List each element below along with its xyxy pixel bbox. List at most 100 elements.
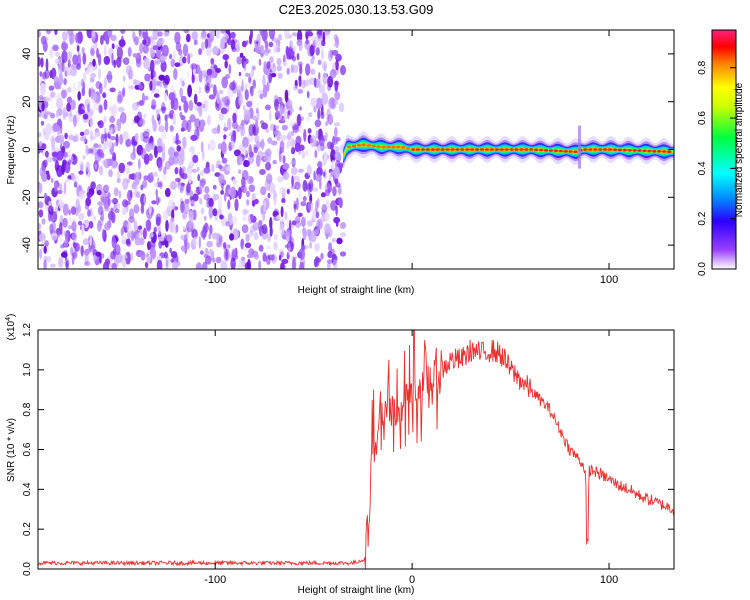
- spectrogram-noise-cell: [93, 41, 98, 50]
- spectrogram-noise-cell: [142, 179, 148, 189]
- spectrogram-noise-cell: [152, 45, 159, 51]
- spectrogram-noise-cell: [196, 102, 202, 107]
- spectrogram-noise-cell: [307, 200, 314, 212]
- snr-series-line: [38, 330, 674, 569]
- spectrogram-noise-cell: [109, 87, 116, 93]
- spectrogram-noise-cell: [246, 190, 250, 198]
- spectrogram-noise-cell: [66, 102, 71, 112]
- spectrogram-noise-cell: [248, 231, 254, 238]
- spectrogram-y-label: Frequency (Hz): [6, 116, 17, 185]
- spectrogram-noise-cell: [294, 215, 301, 224]
- spectrogram-noise-cell: [199, 171, 204, 176]
- spectrogram-noise-cell: [198, 48, 203, 56]
- snr-y-tick-label: 0.2: [22, 522, 33, 536]
- spectrogram-peak-cell: [573, 150, 578, 154]
- spectrogram-noise-cell: [324, 144, 328, 149]
- spectrogram-noise-cell: [48, 205, 54, 215]
- spectrogram-noise-cell: [211, 127, 219, 135]
- spectrogram-noise-cell: [239, 122, 245, 131]
- spectrogram-noise-cell: [152, 70, 156, 78]
- spectrogram-noise-cell: [103, 99, 108, 111]
- spectrogram-noise-cell: [176, 145, 181, 152]
- spectrogram-noise-cell: [274, 98, 279, 111]
- spectrogram-noise-cell: [121, 226, 125, 235]
- spectrogram-noise-cell: [170, 97, 175, 110]
- spectrogram-noise-cell: [100, 133, 105, 145]
- spectrogram-noise-cell: [79, 131, 85, 136]
- spectrogram-noise-cell: [148, 204, 152, 215]
- spectrogram-noise-cell: [320, 111, 325, 120]
- spectrogram-noise-cell: [63, 141, 70, 149]
- spectrogram-noise-cell: [169, 124, 174, 132]
- spectrogram-noise-cell: [255, 154, 261, 167]
- spectrogram-noise-cell: [265, 161, 272, 171]
- spectrogram-noise-cell: [279, 186, 286, 195]
- spectrogram-peak-cell: [568, 150, 573, 153]
- spectrogram-noise-cell: [127, 230, 132, 240]
- spectrogram-noise-cell: [64, 178, 71, 183]
- spectrogram-noise-cell: [59, 123, 63, 135]
- spectrogram-noise-cell: [58, 183, 63, 192]
- spectrogram-noise-cell: [332, 186, 337, 197]
- spectrogram-noise-cell: [96, 47, 99, 59]
- spectrogram-noise-cell: [140, 204, 145, 214]
- spectrogram-noise-cell: [204, 186, 210, 194]
- spectrogram-noise-cell: [66, 51, 73, 60]
- spectrogram-peak-cell: [538, 148, 544, 152]
- spectrogram-noise-cell: [272, 62, 276, 68]
- spectrogram-noise-cell: [179, 167, 185, 179]
- spectrogram-noise-cell: [263, 200, 266, 213]
- spectrogram-noise-cell: [44, 150, 49, 158]
- spectrogram-noise-cell: [273, 193, 277, 206]
- spectrogram-noise-cell: [292, 124, 300, 134]
- spectrogram-noise-cell: [267, 137, 273, 144]
- spectrogram-noise-cell: [239, 93, 243, 100]
- spectrogram-noise-cell: [97, 53, 102, 66]
- spectrogram-noise-cell: [200, 34, 207, 40]
- spectrogram-noise-cell: [334, 100, 339, 105]
- spectrogram-noise-cell: [236, 56, 243, 65]
- spectrogram-noise-cell: [294, 142, 301, 153]
- spectrogram-noise-cell: [97, 201, 105, 206]
- spectrogram-noise-cell: [286, 133, 294, 142]
- spectrogram-noise-cell: [116, 170, 121, 179]
- spectrogram-noise-cell: [249, 151, 254, 158]
- spectrogram-noise-cell: [314, 35, 319, 47]
- spectrogram-noise-cell: [300, 116, 304, 121]
- spectrogram-noise-cell: [199, 178, 206, 186]
- spectrogram-noise-cell: [157, 236, 165, 242]
- spectrogram-noise-cell: [309, 241, 312, 249]
- spectrogram-noise-cell: [326, 113, 330, 123]
- spectrogram-noise-cell: [191, 31, 198, 41]
- spectrogram-noise-cell: [315, 211, 320, 219]
- spectrogram-noise-cell: [173, 112, 176, 124]
- spectrogram-noise-cell: [119, 134, 124, 145]
- spectrogram-noise-cell: [315, 129, 319, 139]
- spectrogram-noise-cell: [340, 143, 344, 154]
- spectrogram-noise-cell: [299, 261, 305, 269]
- spectrogram-noise-cell: [198, 86, 201, 95]
- spectrogram-noise-cell: [161, 130, 166, 140]
- spectrogram-noise-cell: [73, 114, 77, 128]
- spectrogram-noise-cell: [76, 45, 80, 52]
- spectrogram-noise-cell: [77, 91, 81, 101]
- spectrogram-noise-cell: [121, 207, 127, 216]
- spectrogram-noise-cell: [234, 198, 239, 212]
- snr-x-ticks: -100 0 100: [204, 330, 618, 586]
- spectrogram-peak-cell: [607, 148, 613, 151]
- spectrogram-noise-cell: [213, 194, 216, 201]
- spectrogram-noise-cell: [253, 198, 259, 205]
- spectrogram-noise-cell: [329, 97, 336, 108]
- spectrogram-noise-cell: [159, 78, 163, 88]
- spectrogram-noise-cell: [163, 166, 167, 175]
- spectrogram-y-ticks: -40 -20 0 20 40: [21, 48, 674, 253]
- spectrogram-noise-cell: [302, 195, 307, 202]
- spectrogram-noise-cell: [77, 80, 81, 92]
- spectrogram-noise-cell: [90, 181, 96, 190]
- spectrogram-noise-cell: [276, 65, 282, 72]
- spectrogram-noise-cell: [321, 60, 328, 71]
- spectrogram-noise-cell: [138, 30, 142, 37]
- spectrogram-noise-cell: [117, 90, 123, 103]
- spectrogram-noise-cell: [93, 216, 97, 221]
- spectrogram-noise-cell: [85, 161, 91, 173]
